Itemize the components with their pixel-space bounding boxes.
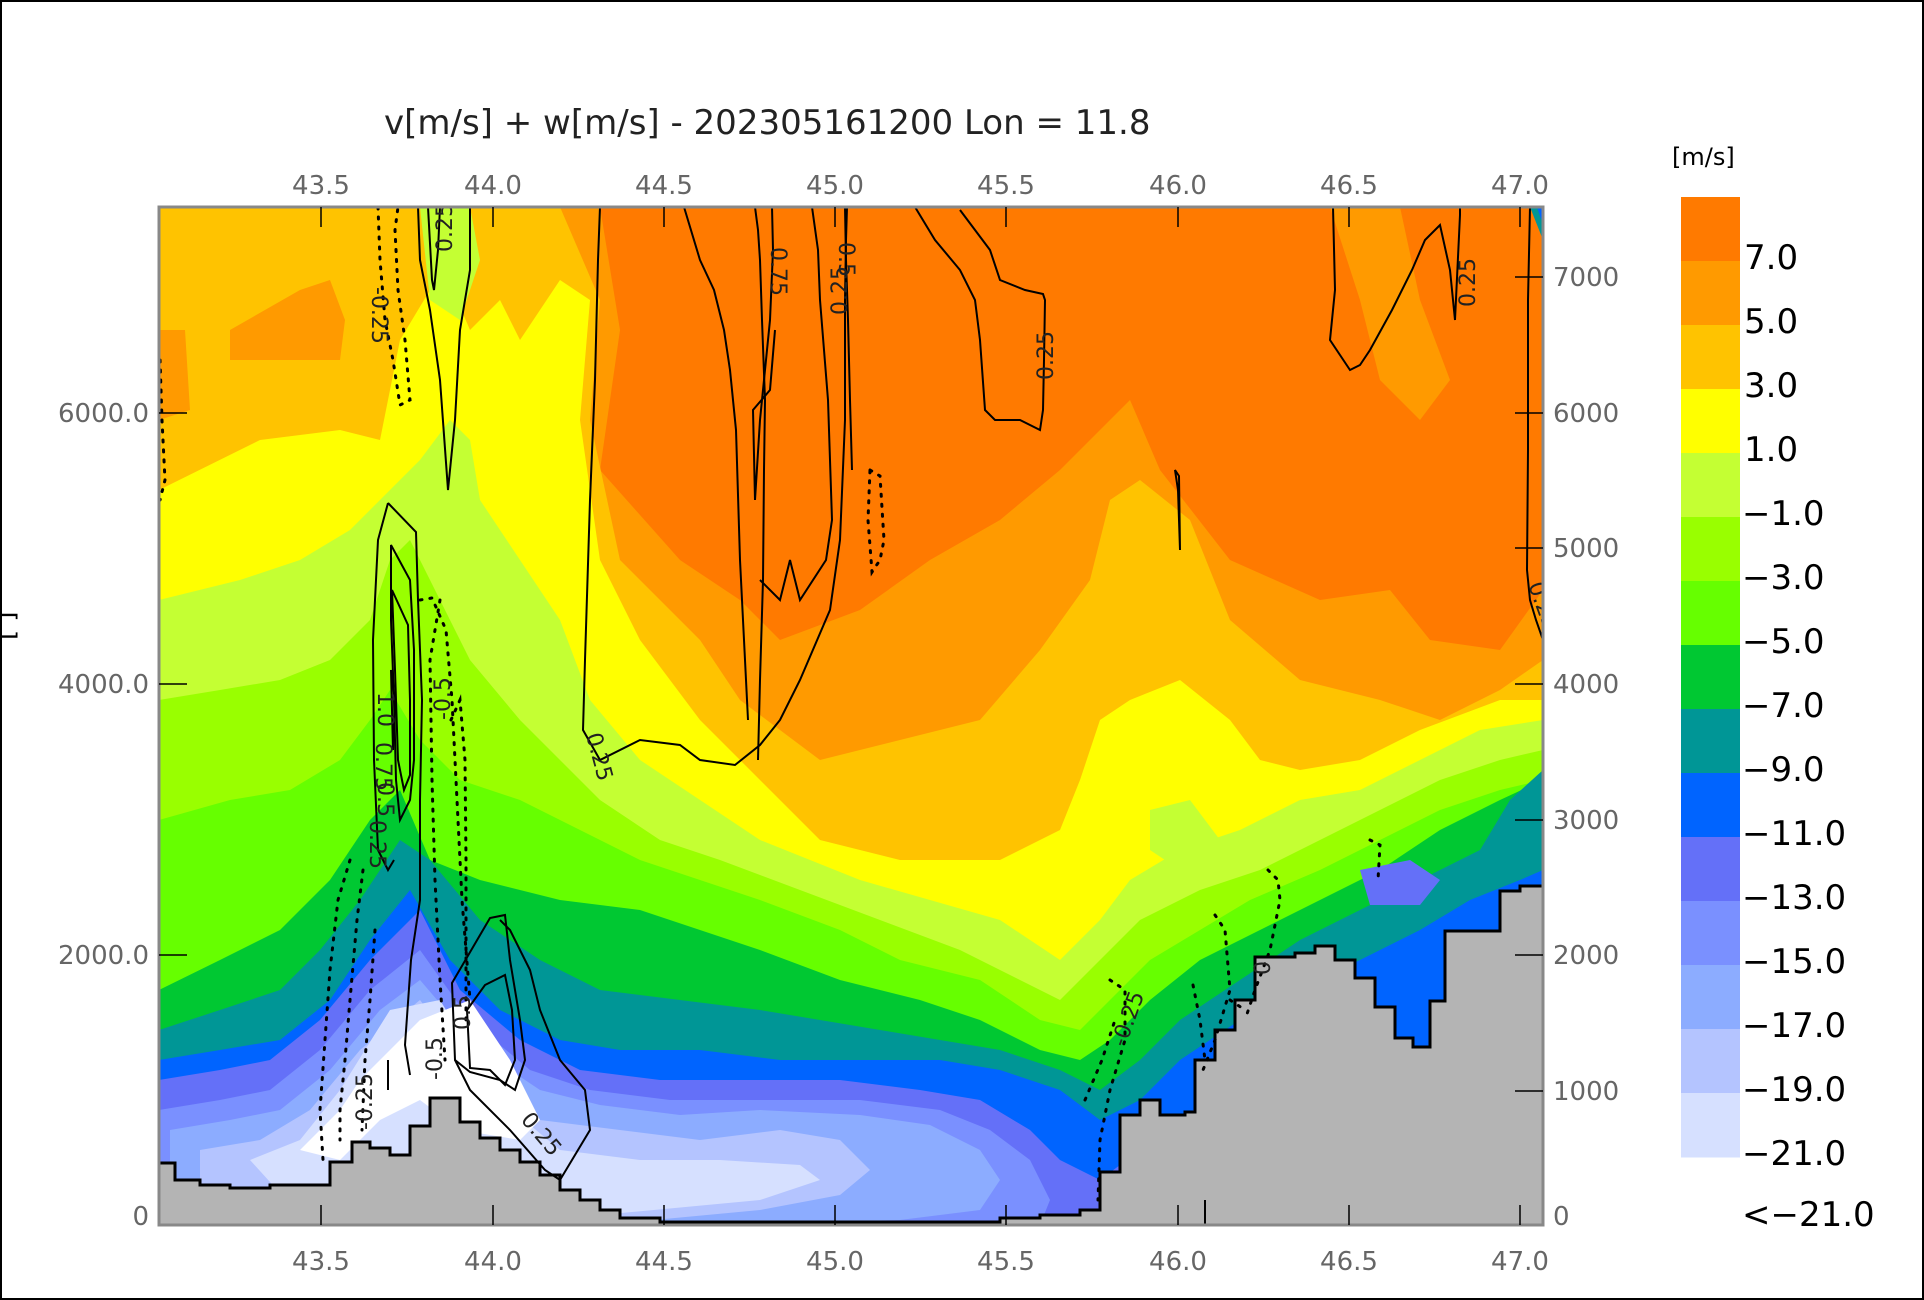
plot-frame (157, 205, 1545, 1227)
colorbar-level-label: 1.0 (1744, 430, 1798, 470)
colorbar-swatch (1681, 197, 1740, 262)
svg-text:0: 0 (132, 1202, 149, 1232)
svg-text:0.25: 0.25 (433, 203, 458, 252)
svg-text:44.5: 44.5 (635, 171, 693, 201)
svg-text:45.0: 45.0 (806, 171, 864, 201)
svg-text:-0.25: -0.25 (353, 1073, 378, 1130)
colorbar-swatch (1681, 325, 1740, 390)
svg-text:43.5: 43.5 (292, 171, 350, 201)
svg-text:1000: 1000 (1553, 1077, 1619, 1107)
svg-text:44.0: 44.0 (464, 171, 522, 201)
w-negative-contours (159, 207, 1382, 1202)
svg-text:46.0: 46.0 (1149, 171, 1207, 201)
chart-title: v[m/s] + w[m/s] - 202305161200 Lon = 11.… (384, 103, 1150, 143)
colorbar-under-label: <−21.0 (1742, 1195, 1875, 1235)
svg-text:45.5: 45.5 (977, 1247, 1035, 1277)
colorbar-swatch (1681, 581, 1740, 646)
svg-text:0.25: 0.25 (1034, 331, 1059, 380)
colorbar-level-label: −3.0 (1742, 558, 1825, 598)
colorbar-swatch (1681, 837, 1740, 902)
svg-text:47.0: 47.0 (1491, 1247, 1549, 1277)
terrain (159, 884, 1543, 1225)
colorbar-level-label: −1.0 (1742, 494, 1825, 534)
svg-text:45.0: 45.0 (806, 1247, 864, 1277)
svg-text:-0.5: -0.5 (423, 1037, 448, 1080)
svg-text:47.0: 47.0 (1491, 171, 1549, 201)
svg-text:5000: 5000 (1553, 534, 1619, 564)
svg-text:3000: 3000 (1553, 806, 1619, 836)
w-positive-contours (371, 207, 1543, 1225)
tick-marks (159, 207, 1543, 1225)
y-axis-left: 6000.0 4000.0 2000.0 0 (58, 399, 149, 1232)
colorbar-level-label: 7.0 (1744, 238, 1798, 278)
svg-text:2000: 2000 (1553, 941, 1619, 971)
svg-text:0: 0 (1553, 1202, 1570, 1232)
contour-field: -0.25 0.25 0.75 0.5 0.25 0.25 0.25 1.0 0… (159, 203, 1543, 1225)
svg-text:-0.5: -0.5 (431, 677, 456, 720)
colorbar-level-label: −7.0 (1742, 686, 1825, 726)
colorbar-level-label: −9.0 (1742, 750, 1825, 790)
svg-text:4000: 4000 (1553, 670, 1619, 700)
svg-text:0.25: 0.25 (364, 820, 389, 869)
colorbar-swatch (1681, 453, 1740, 518)
y-axis-title: [ ] (0, 611, 21, 640)
colorbar-swatch (1681, 1029, 1740, 1094)
svg-text:0.5: 0.5 (372, 782, 397, 817)
svg-text:0.5: 0.5 (451, 995, 476, 1030)
colorbar-swatch (1681, 645, 1740, 710)
svg-text:0.75: 0.75 (370, 742, 395, 791)
svg-text:44.5: 44.5 (635, 1247, 693, 1277)
svg-text:0.25: 0.25 (1456, 258, 1481, 307)
colorbar-swatch (1681, 773, 1740, 838)
svg-text:46.5: 46.5 (1320, 171, 1378, 201)
svg-text:7000: 7000 (1553, 263, 1619, 293)
svg-text:45.5: 45.5 (977, 171, 1035, 201)
svg-text:0: 0 (1251, 961, 1276, 975)
y-axis-right: 7000 6000 5000 4000 3000 2000 1000 0 (1553, 263, 1619, 1232)
colorbar-level-label: −5.0 (1742, 622, 1825, 662)
colorbar-level-label: −19.0 (1742, 1070, 1846, 1110)
svg-text:44.0: 44.0 (464, 1247, 522, 1277)
colorbar-swatch (1681, 1093, 1740, 1158)
colorbar-level-label: −15.0 (1742, 942, 1846, 982)
svg-text:4000.0: 4000.0 (58, 670, 149, 700)
colorbar-swatch (1681, 965, 1740, 1030)
x-axis-top: 43.5 44.0 44.5 45.0 45.5 46.0 46.5 47.0 (292, 171, 1549, 201)
svg-text:0.75: 0.75 (765, 247, 790, 296)
svg-text:0.5: 0.5 (833, 242, 858, 277)
svg-text:1.0: 1.0 (372, 692, 397, 727)
svg-text:46.0: 46.0 (1149, 1247, 1207, 1277)
colorbar-level-label: 3.0 (1744, 366, 1798, 406)
x-axis-bottom: 43.5 44.0 44.5 45.0 45.5 46.0 46.5 47.0 (292, 1247, 1549, 1277)
svg-text:6000: 6000 (1553, 399, 1619, 429)
svg-text:-0.25: -0.25 (366, 287, 391, 344)
colorbar-swatch (1681, 901, 1740, 966)
colorbar-swatch (1681, 261, 1740, 326)
colorbar-level-label: −17.0 (1742, 1006, 1846, 1046)
svg-text:2000.0: 2000.0 (58, 941, 149, 971)
colorbar-unit: [m/s] (1672, 143, 1735, 171)
svg-text:46.5: 46.5 (1320, 1247, 1378, 1277)
colorbar-level-label: 5.0 (1744, 302, 1798, 342)
colorbar-level-label: −21.0 (1742, 1134, 1846, 1174)
svg-text:6000.0: 6000.0 (58, 399, 149, 429)
colorbar-swatch (1681, 709, 1740, 774)
colorbar-swatch (1681, 389, 1740, 454)
colorbar-level-label: −11.0 (1742, 814, 1846, 854)
colorbar-level-label: −13.0 (1742, 878, 1846, 918)
colorbar (1681, 197, 1740, 1158)
svg-text:0.25: 0.25 (828, 266, 853, 315)
colorbar-labels: 7.0 5.0 3.0 1.0 −1.0 −3.0 −5.0 −7.0 −9.0 −11.0 −13… (1742, 238, 1846, 1174)
colorbar-swatch (1681, 517, 1740, 582)
svg-text:43.5: 43.5 (292, 1247, 350, 1277)
